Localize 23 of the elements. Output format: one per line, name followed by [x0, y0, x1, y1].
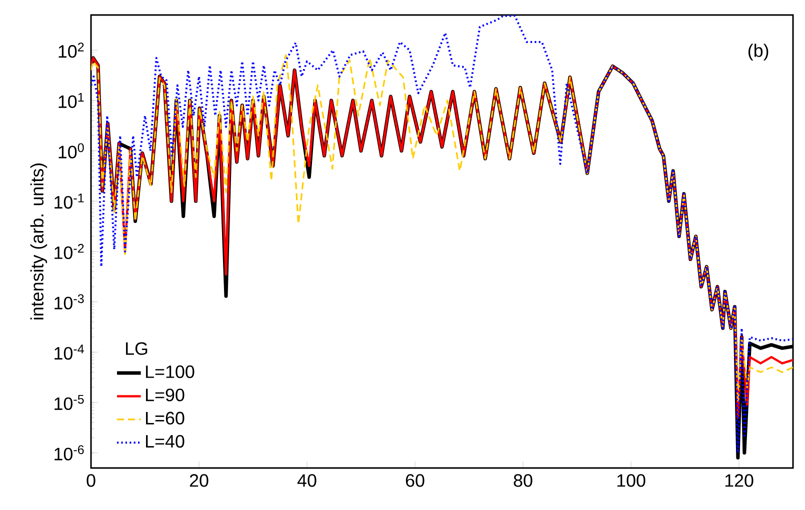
annotation: (b) — [748, 44, 768, 61]
y-tick-label: 10$^{-3}$ — [54, 294, 84, 310]
legend-label: L=90 — [146, 388, 184, 402]
x-tick-label: 60 — [406, 474, 424, 487]
y-tick-label: 10$^{1}$ — [58, 92, 84, 108]
y-tick-label: 10$^{-6}$ — [54, 445, 84, 460]
x-tick-label: 120 — [725, 474, 754, 487]
legend-label: L=100 — [146, 365, 194, 378]
x-tick-label: 40 — [297, 474, 316, 487]
legend-label: L=60 — [146, 412, 184, 424]
y-tick-label: 10$^{2}$ — [58, 42, 84, 58]
y-tick-label: 10$^{-5}$ — [54, 394, 84, 410]
y-tick-label: 10$^{-1}$ — [54, 194, 84, 209]
y-tick-label: 10$^{-4}$ — [54, 344, 84, 360]
y-tick-label: 10$^{0}$ — [58, 143, 84, 158]
x-tick-label: 80 — [514, 474, 532, 487]
x-tick-label: 20 — [190, 474, 208, 487]
x-tick-label: 100 — [617, 474, 646, 487]
y-tick-label: 10$^{-2}$ — [54, 244, 84, 260]
y-axis-title: intensity (arb. units) — [30, 164, 48, 320]
x-tick-label: 0 — [86, 474, 96, 487]
legend-title: LG — [126, 342, 148, 355]
legend-label: L=40 — [146, 434, 184, 448]
